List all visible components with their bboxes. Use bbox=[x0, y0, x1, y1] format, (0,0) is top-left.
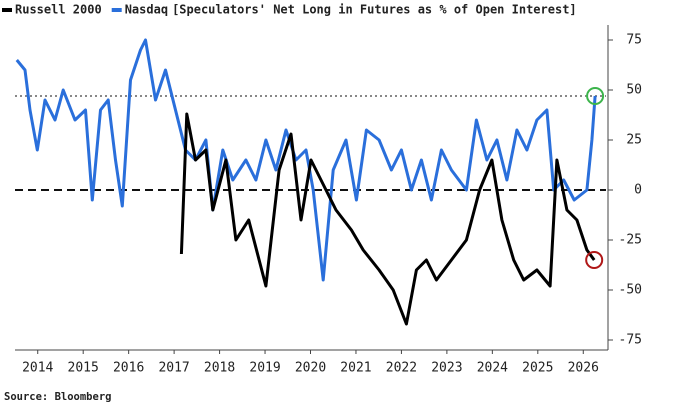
x-tick-label: 2018 bbox=[204, 361, 235, 376]
legend-label: Russell 2000 bbox=[15, 3, 102, 17]
x-tick-label: 2015 bbox=[68, 361, 99, 376]
y-tick-label: -75 bbox=[619, 333, 642, 348]
x-tick-label: 2024 bbox=[477, 361, 508, 376]
series-line bbox=[179, 112, 596, 326]
x-tick-label: 2023 bbox=[431, 361, 462, 376]
x-tick-label: 2022 bbox=[386, 361, 417, 376]
highlight-circle bbox=[585, 251, 604, 269]
highlight-circle bbox=[586, 87, 605, 105]
chart-title: [Speculators' Net Long in Futures as % o… bbox=[172, 3, 577, 17]
x-tick-label: 2019 bbox=[249, 361, 280, 376]
x-tick-label: 2014 bbox=[22, 361, 53, 376]
x-tick-label: 2025 bbox=[522, 361, 553, 376]
y-tick-label: 50 bbox=[626, 83, 642, 98]
legend-swatch bbox=[2, 8, 12, 12]
x-tick-label: 2020 bbox=[295, 361, 326, 376]
y-tick-label: 0 bbox=[634, 183, 642, 198]
legend-label: Nasdaq bbox=[125, 3, 168, 17]
source-note: Source: Bloomberg bbox=[4, 391, 111, 403]
x-tick-label: 2017 bbox=[158, 361, 189, 376]
y-tick-label: -25 bbox=[619, 233, 642, 248]
y-tick-label: -50 bbox=[619, 283, 642, 298]
legend-swatch bbox=[111, 8, 122, 12]
x-tick-label: 2026 bbox=[568, 361, 599, 376]
x-tick-label: 2021 bbox=[340, 361, 371, 376]
y-tick-label: 25 bbox=[626, 133, 642, 148]
x-tick-label: 2016 bbox=[113, 361, 144, 376]
y-tick-label: 75 bbox=[626, 33, 642, 48]
